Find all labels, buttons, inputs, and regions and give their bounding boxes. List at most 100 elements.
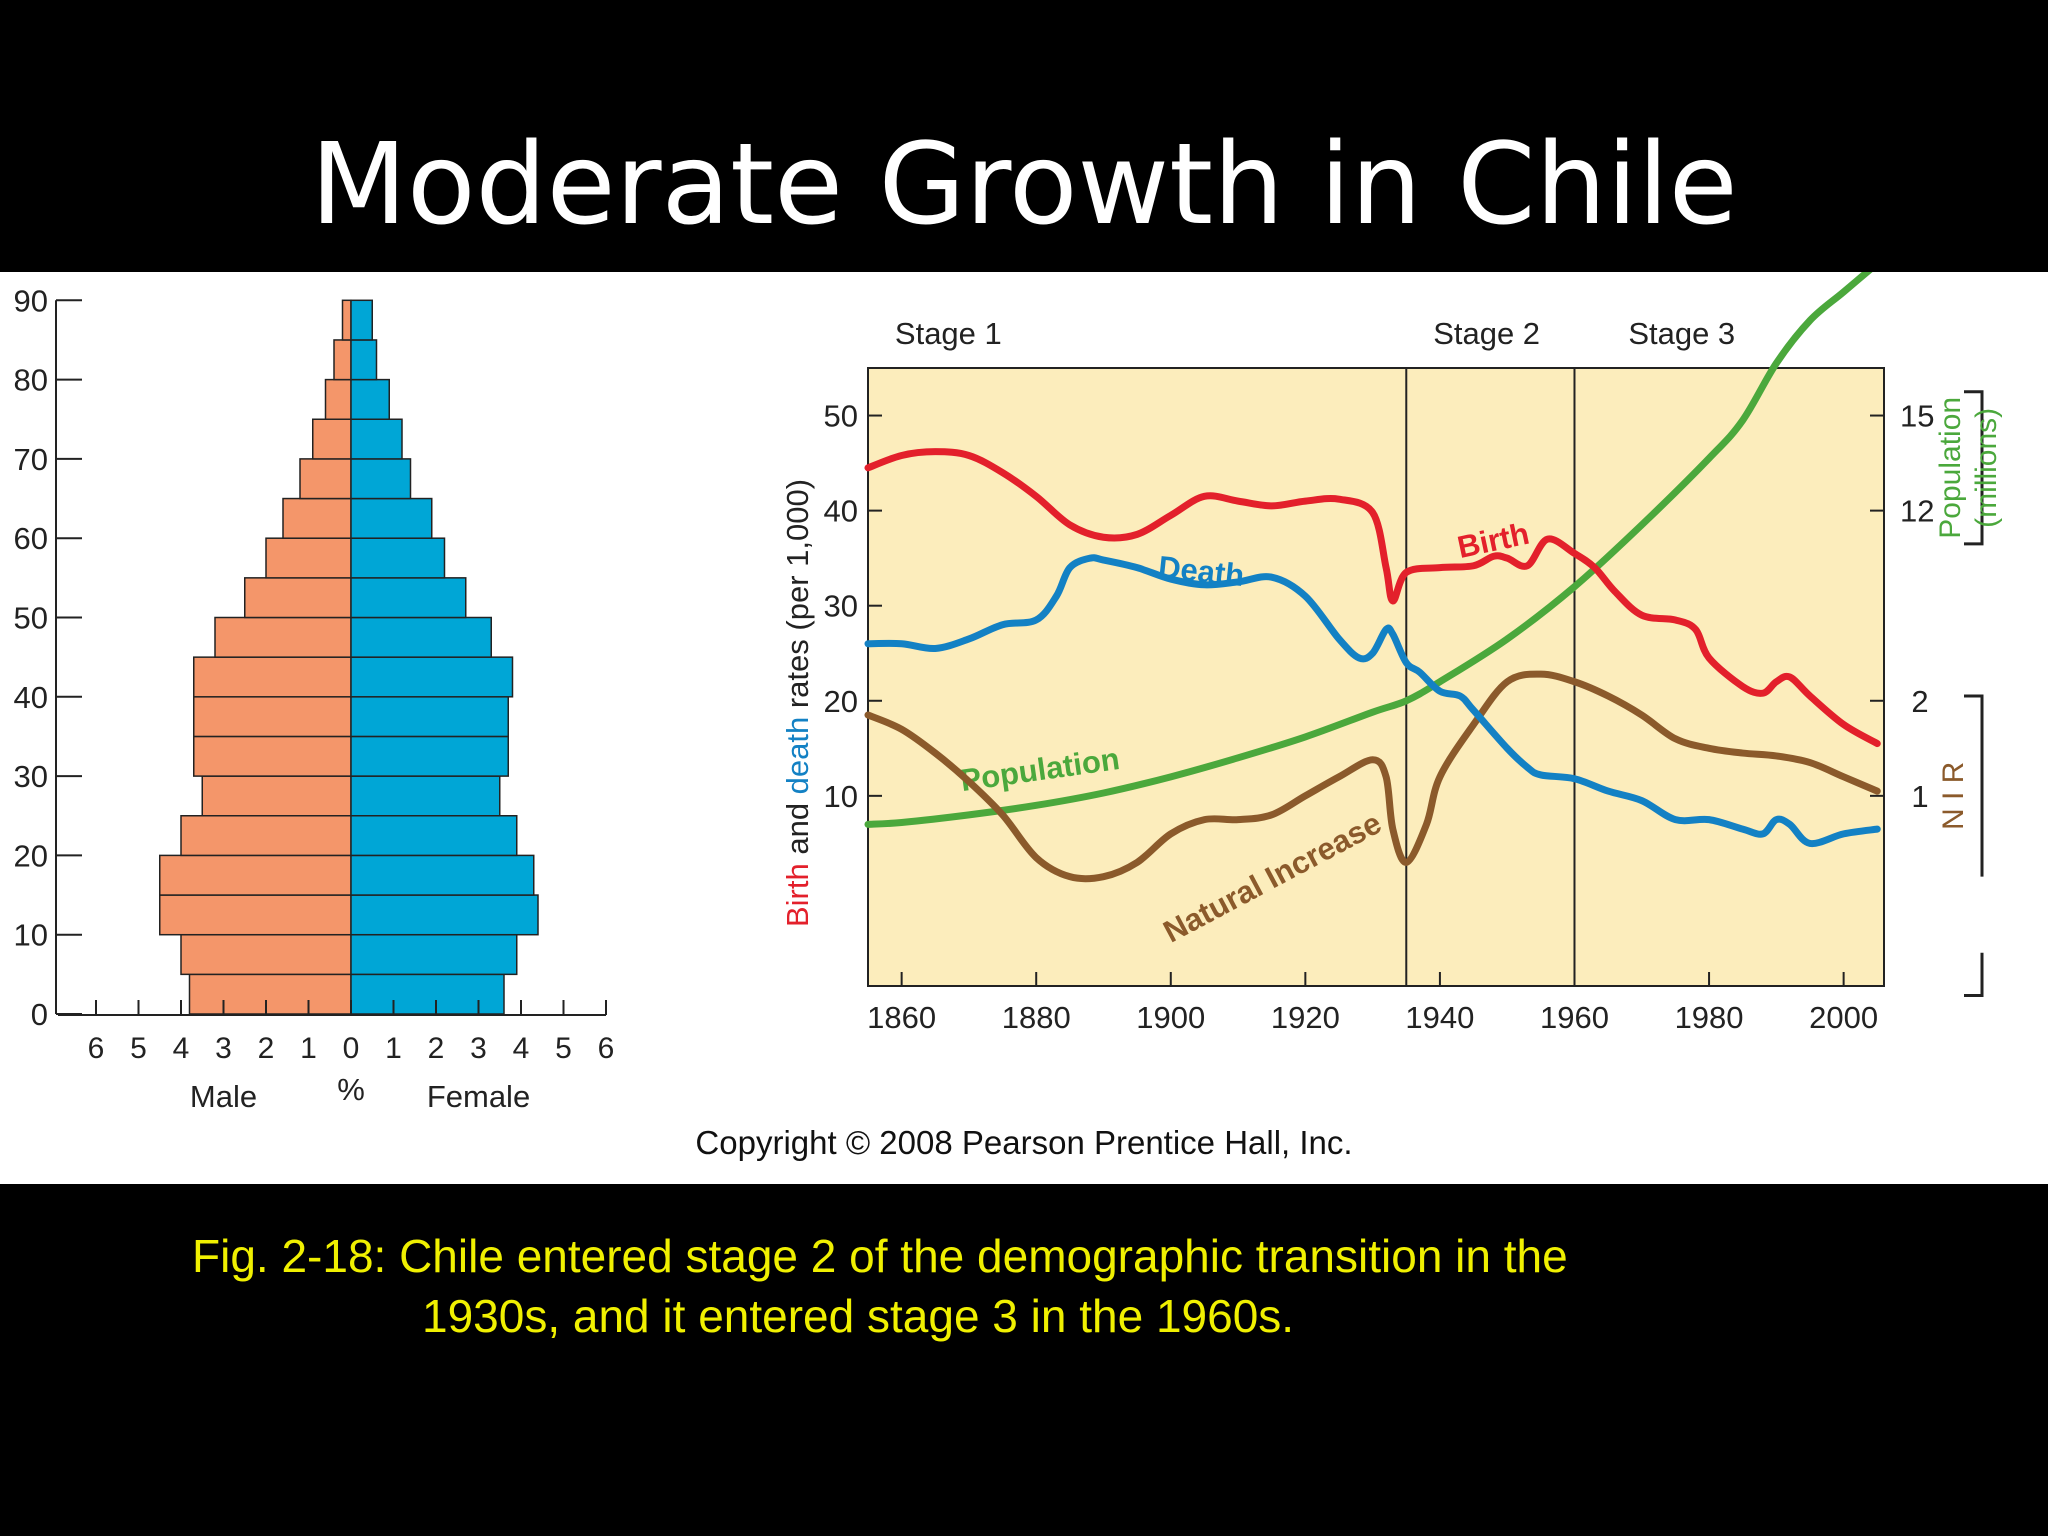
y-tick-label: 40 — [824, 494, 858, 529]
male-bar — [282, 497, 352, 539]
female-bar — [350, 418, 403, 460]
female-bar — [350, 537, 446, 579]
male-bar — [201, 775, 352, 817]
female-bar — [350, 854, 535, 896]
plot-area — [867, 367, 1885, 987]
pyramid-y-tick-label: 40 — [14, 680, 48, 715]
male-bar — [312, 418, 352, 460]
y2-tick-label: 15 — [1900, 399, 1934, 434]
male-side-label: Male — [190, 1079, 257, 1114]
demographic-transition-chart: Stage 1 Stage 2 Stage 3 1860 1880 1900 1920 194… — [780, 272, 2003, 1035]
male-bar — [193, 696, 352, 738]
male-bar — [159, 894, 352, 936]
male-bar — [193, 735, 352, 777]
x-tick-label: 1860 — [867, 1000, 936, 1035]
stage-label: Stage 2 — [1433, 316, 1540, 351]
death-series-line — [864, 554, 1881, 848]
pyramid-x-tick-label: 4 — [513, 1032, 530, 1065]
male-bar — [214, 616, 352, 658]
population-axis-title-line1: Population — [1934, 397, 1967, 539]
copyright-notice: Copyright © 2008 Pearson Prentice Hall, … — [695, 1124, 1353, 1161]
male-bar — [188, 973, 352, 1015]
female-bar — [350, 815, 518, 857]
y-tick-label: 10 — [824, 779, 858, 814]
y3-tick-label: 2 — [1911, 684, 1928, 719]
slide-title: Moderate Growth in Chile — [310, 120, 1738, 250]
caption-line-1: Fig. 2-18: Chile entered stage 2 of the … — [192, 1230, 1568, 1282]
pyramid-y-tick-label: 10 — [14, 918, 48, 953]
female-bar — [350, 458, 412, 500]
y-axis-title-part: Birth — [780, 863, 815, 927]
y-axis-title-part: rates (per 1,000) — [780, 479, 815, 717]
y-axis-title: Birth and death rates (per 1,000) — [780, 479, 815, 927]
nir-axis-title: N I R — [1937, 762, 1970, 830]
natural-increase-series-line — [864, 670, 1881, 883]
pyramid-x-tick-label: 6 — [88, 1032, 105, 1065]
nir-axis-bracket-top — [1964, 694, 1984, 877]
pyramid-x-tick-label: 6 — [598, 1032, 615, 1065]
birth-series-line — [864, 448, 1881, 748]
pyramid-y-tick-label: 50 — [14, 601, 48, 636]
female-bar — [350, 656, 514, 698]
female-bar — [350, 894, 539, 936]
pyramid-y-tick-label: 30 — [14, 759, 48, 794]
pyramid-x-tick-label: 5 — [130, 1032, 147, 1065]
x-tick-label: 2000 — [1809, 1000, 1878, 1035]
y-axis-title-part: and — [780, 794, 815, 863]
female-bar — [350, 973, 505, 1015]
population-axis-title-line2: (millions) — [1970, 408, 2003, 528]
x-tick-label: 1900 — [1136, 1000, 1205, 1035]
female-bar — [350, 339, 378, 381]
male-bar — [244, 577, 352, 619]
pyramid-x-tick-label: 5 — [555, 1032, 572, 1065]
pyramid-x-tick-label: 1 — [385, 1032, 402, 1065]
x-tick-label: 1940 — [1405, 1000, 1474, 1035]
population-series-line — [864, 272, 1873, 828]
x-tick-label: 1960 — [1540, 1000, 1609, 1035]
male-bar — [333, 339, 352, 381]
y-tick-label: 20 — [824, 684, 858, 719]
female-bar — [350, 497, 433, 539]
pyramid-x-tick-label: 2 — [258, 1032, 275, 1065]
male-bar — [159, 854, 352, 896]
male-bar — [265, 537, 352, 579]
pyramid-x-tick-label: 3 — [470, 1032, 487, 1065]
female-bar — [350, 378, 390, 420]
pyramid-x-tick-label: 0 — [343, 1032, 360, 1065]
pyramid-x-axis-label: % — [337, 1072, 365, 1107]
male-bar — [324, 378, 352, 420]
stage-label: Stage 1 — [895, 316, 1002, 351]
male-bar — [180, 933, 352, 976]
pyramid-y-tick-label: 90 — [14, 283, 48, 318]
pyramid-y-tick-label: 20 — [14, 838, 48, 873]
female-side-label: Female — [427, 1079, 530, 1114]
female-bar — [350, 577, 467, 619]
pyramid-x-tick-label: 2 — [428, 1032, 445, 1065]
figure-caption: Fig. 2-18: Chile entered stage 2 of the … — [192, 1226, 1892, 1346]
female-bar — [350, 775, 501, 817]
y2-tick-label: 12 — [1900, 494, 1934, 529]
male-bar — [193, 656, 352, 698]
pyramid-x-tick-label: 4 — [173, 1032, 190, 1065]
x-tick-label: 1980 — [1675, 1000, 1744, 1035]
female-bar — [350, 616, 492, 658]
y3-tick-label: 1 — [1911, 779, 1928, 814]
pyramid-y-tick-label: 60 — [14, 521, 48, 556]
female-bar — [350, 735, 509, 777]
pyramid-y-tick-label: 70 — [14, 442, 48, 477]
caption-line-2: 1930s, and it entered stage 3 in the 196… — [422, 1290, 1295, 1342]
y-tick-label: 50 — [824, 399, 858, 434]
nir-axis-bracket-bottom — [1964, 952, 1984, 998]
population-axis-bracket — [1964, 390, 1984, 546]
stage-label: Stage 3 — [1628, 316, 1735, 351]
female-bar — [350, 933, 518, 976]
pyramid-x-tick-label: 1 — [300, 1032, 317, 1065]
pyramid-y-tick-label: 80 — [14, 363, 48, 398]
male-bar — [341, 299, 352, 341]
x-tick-label: 1920 — [1271, 1000, 1340, 1035]
x-tick-label: 1880 — [1002, 1000, 1071, 1035]
pyramid-x-tick-label: 3 — [215, 1032, 232, 1065]
male-bar — [299, 458, 352, 500]
pyramid-y-tick-label: 0 — [31, 997, 48, 1032]
